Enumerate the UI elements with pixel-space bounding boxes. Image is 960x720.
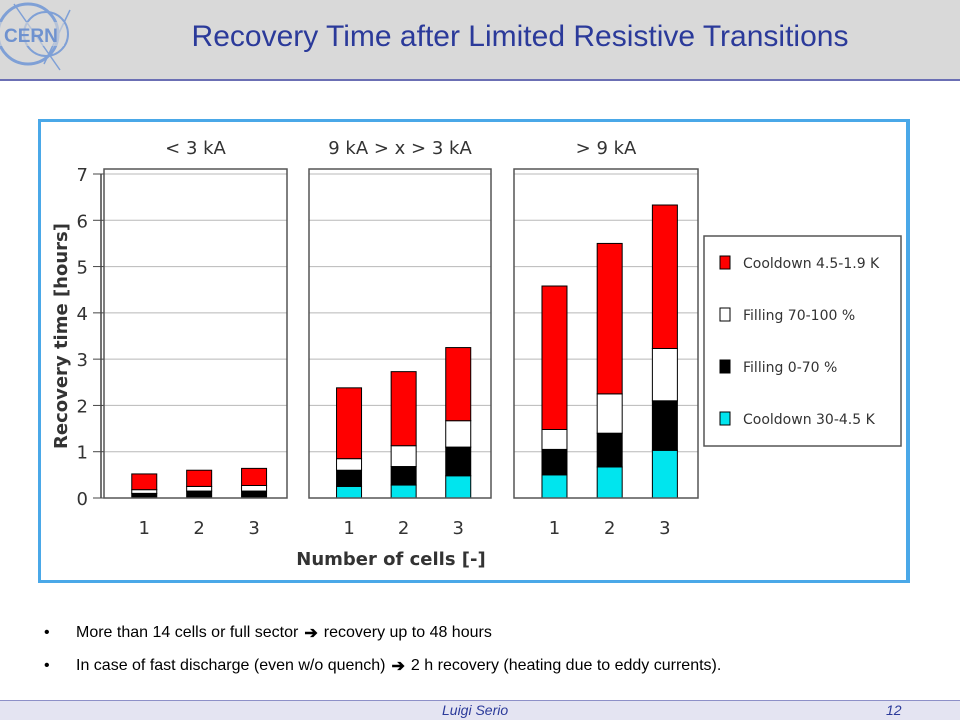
bar-segment (651, 347, 678, 402)
y-tick-label: 7 (77, 165, 88, 186)
panel-frame (513, 168, 699, 499)
y-tick-label: 4 (77, 304, 88, 325)
panel-title: > 9 kA (576, 138, 637, 159)
bar-segment (651, 449, 678, 499)
x-tick-label: 1 (549, 518, 560, 539)
x-tick-label: 2 (193, 518, 204, 539)
legend-box (703, 235, 902, 447)
bar-segment (131, 489, 158, 494)
legend-swatch (719, 307, 731, 322)
bar-segment (541, 474, 568, 499)
bar-segment (596, 466, 623, 499)
slide-title: Recovery Time after Limited Resistive Tr… (191, 20, 849, 53)
bar-segment (390, 484, 417, 499)
bar-segment (186, 469, 213, 487)
bar-segment (541, 448, 568, 476)
bullet-dot: • (44, 656, 50, 674)
cern-logo-icon: CERN (0, 2, 71, 71)
slide-footer (0, 701, 960, 720)
bar-segment (445, 420, 472, 448)
y-tick-label: 6 (77, 211, 88, 232)
bullet-text-start: More than 14 cells or full sector (76, 623, 299, 641)
bullet-dot: • (44, 623, 50, 641)
bar-segment (336, 469, 363, 487)
y-tick-label: 3 (77, 350, 88, 371)
bar-segment (186, 485, 213, 492)
bar-segment (241, 490, 268, 499)
panel-title: < 3 kA (165, 138, 226, 159)
panel-frame (308, 168, 492, 499)
y-axis-label: Recovery time [hours] (51, 223, 72, 449)
legend-entry: Filling 70-100 % (743, 308, 855, 324)
slide-header (0, 0, 960, 80)
x-tick-label: 3 (659, 518, 670, 539)
bar-segment (445, 446, 472, 477)
y-tick-label: 1 (77, 443, 88, 464)
bar-segment (241, 467, 268, 487)
bar-segment (541, 285, 568, 430)
bar-segment (445, 475, 472, 499)
bar-segment (445, 347, 472, 422)
x-tick-label: 3 (248, 518, 259, 539)
header-divider (0, 79, 960, 81)
bar-segment (390, 466, 417, 486)
bar-segment (131, 473, 158, 491)
x-tick-label: 1 (139, 518, 150, 539)
bar-segment (390, 371, 417, 447)
page-number: 12 (886, 702, 902, 718)
recovery-time-chart: 0 1 2 3 4 5 6 7 Recovery time [hours] Number of c… (51, 138, 902, 570)
bar-segment (241, 485, 268, 492)
y-tick-label: 2 (77, 396, 88, 417)
legend-entry: Cooldown 4.5-1.9 K (743, 256, 880, 272)
x-tick-label: 1 (343, 518, 354, 539)
y-tick-label: 0 (77, 489, 88, 510)
footer-divider (0, 700, 960, 701)
x-tick-label: 3 (453, 518, 464, 539)
bullet-item: • In case of fast discharge (even w/o qu… (44, 649, 954, 682)
bar-segment (541, 428, 568, 450)
bullet-text-end: 2 h recovery (heating due to eddy curren… (410, 656, 722, 674)
bar-segment (336, 458, 363, 471)
bar-segment (186, 490, 213, 499)
logo-text: CERN (4, 26, 58, 47)
y-tick-label: 5 (77, 258, 88, 279)
bar-segment (596, 242, 623, 395)
bar-segment (390, 445, 417, 468)
legend-entry: Cooldown 30-4.5 K (743, 412, 876, 428)
panel-frame (103, 168, 288, 499)
x-axis-label: Number of cells [-] (296, 549, 485, 570)
bar-segment (596, 393, 623, 434)
panel-title: 9 kA > x > 3 kA (328, 138, 472, 159)
bar-segment (596, 432, 623, 468)
bar-segment (336, 387, 363, 460)
x-tick-label: 2 (604, 518, 615, 539)
bar-segment (651, 204, 678, 349)
bullet-text-end: recovery up to 48 hours (323, 623, 492, 641)
bar-segment (336, 485, 363, 499)
chart-frame: 0 1 2 3 4 5 6 7 Recovery time [hours] Number of c… (38, 119, 910, 583)
legend-swatch (719, 411, 731, 426)
bar-segment (651, 400, 678, 451)
legend-swatch (719, 255, 731, 270)
legend-swatch (719, 359, 731, 374)
bullet-text-start: In case of fast discharge (even w/o quen… (76, 656, 386, 674)
arrow-right-icon: ➔ (304, 624, 318, 642)
arrow-right-icon: ➔ (391, 657, 405, 675)
bullet-item: • More than 14 cells or full sector ➔ re… (44, 616, 954, 649)
footer-author: Luigi Serio (442, 702, 509, 718)
x-tick-label: 2 (398, 518, 409, 539)
bullet-list: • More than 14 cells or full sector ➔ re… (44, 616, 954, 682)
legend-entry: Filling 0-70 % (743, 360, 837, 376)
